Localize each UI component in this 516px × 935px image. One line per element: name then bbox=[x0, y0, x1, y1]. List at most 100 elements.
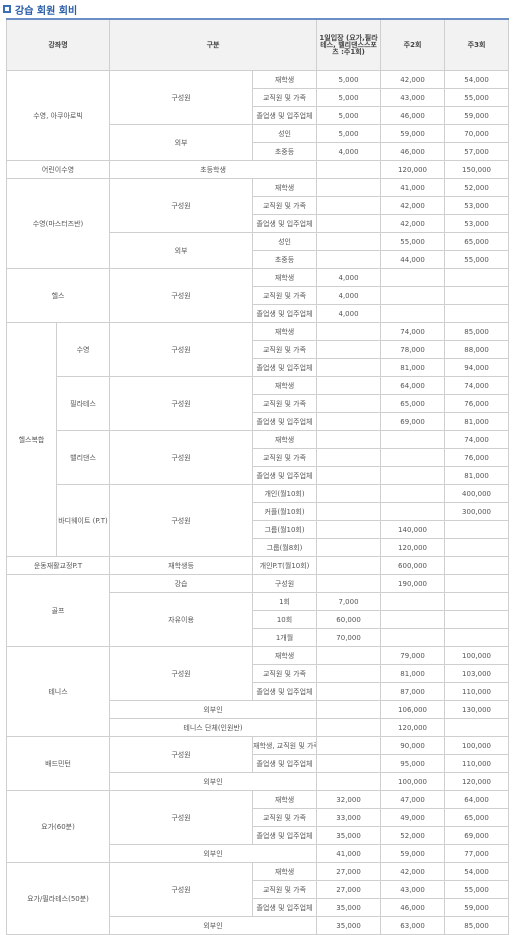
row-label: 교직원 및 가족 bbox=[252, 394, 318, 413]
daily-fee bbox=[316, 538, 382, 557]
row-label: 개인P.T(월10회) bbox=[252, 556, 318, 575]
row-label: 졸업생 및 입주업체 bbox=[252, 358, 318, 377]
daily-fee bbox=[316, 340, 382, 359]
fee-3x bbox=[444, 286, 510, 305]
daily-fee bbox=[316, 574, 382, 593]
row-label: 10회 bbox=[252, 610, 318, 629]
fee-3x: 76,000 bbox=[444, 394, 510, 413]
row-label: 교직원 및 가족 bbox=[252, 340, 318, 359]
table-row: 요가(60분) 구성원 재학생 32,000 47,000 64,000 bbox=[5, 790, 510, 863]
fee-3x: 74,000 bbox=[444, 376, 510, 395]
row-label: 재학생 bbox=[252, 268, 318, 287]
row-label: 성인 bbox=[252, 124, 318, 143]
fee-2x bbox=[380, 466, 446, 485]
fee-3x bbox=[444, 520, 510, 539]
fee-2x: 52,000 bbox=[380, 826, 446, 845]
header-category: 구분 bbox=[109, 18, 318, 71]
member-group: 구성원 bbox=[109, 736, 254, 773]
daily-fee bbox=[316, 232, 382, 251]
row-label: 재학생 bbox=[252, 178, 318, 197]
fee-3x: 76,000 bbox=[444, 448, 510, 467]
fee-3x: 59,000 bbox=[444, 898, 510, 917]
daily-fee bbox=[316, 484, 382, 503]
fee-2x: 42,000 bbox=[380, 196, 446, 215]
table-row: 테니스 구성원 재학생 79,000 100,000 bbox=[5, 646, 510, 737]
fee-3x: 55,000 bbox=[444, 880, 510, 899]
member-group: 구성원 bbox=[109, 70, 254, 125]
fee-2x: 49,000 bbox=[380, 808, 446, 827]
table-row: 졸업생 및 입주업체 95,000 110,000 bbox=[7, 754, 510, 773]
sub-course-name: 밸리댄스 bbox=[55, 430, 111, 485]
row-label: 그룹(월8회) bbox=[252, 538, 318, 557]
row-label: 커플(월10회) bbox=[252, 502, 318, 521]
fee-3x: 150,000 bbox=[444, 160, 510, 179]
daily-fee bbox=[316, 394, 382, 413]
fee-2x bbox=[380, 592, 446, 611]
sub-course-name: 수영 bbox=[55, 322, 111, 377]
row-label: 재학생 bbox=[252, 376, 318, 395]
row-label: 1개월 bbox=[252, 628, 318, 647]
fee-3x: 55,000 bbox=[444, 250, 510, 269]
daily-fee bbox=[316, 214, 382, 233]
fee-2x: 43,000 bbox=[380, 88, 446, 107]
daily-fee: 7,000 bbox=[316, 592, 382, 611]
row-label: 외부인 bbox=[109, 844, 318, 863]
course-name: 운동재활교정P.T bbox=[5, 556, 111, 575]
fee-2x: 46,000 bbox=[380, 106, 446, 125]
row-label: 교직원 및 가족 bbox=[252, 880, 318, 899]
external-group: 외부 bbox=[109, 124, 254, 161]
daily-fee bbox=[316, 160, 382, 179]
fee-2x: 120,000 bbox=[380, 160, 446, 179]
member-group: 구성원 bbox=[109, 484, 254, 557]
table-row: 교직원 및 가족 65,000 76,000 bbox=[7, 394, 510, 413]
daily-fee: 27,000 bbox=[316, 862, 382, 881]
daily-fee: 35,000 bbox=[316, 898, 382, 917]
fee-2x: 95,000 bbox=[380, 754, 446, 773]
fee-3x bbox=[444, 304, 510, 323]
row-label: 교직원 및 가족 bbox=[252, 196, 318, 215]
daily-fee bbox=[316, 736, 382, 755]
fee-3x: 65,000 bbox=[444, 808, 510, 827]
fee-3x: 300,000 bbox=[444, 502, 510, 521]
daily-fee: 4,000 bbox=[316, 142, 382, 161]
daily-fee: 4,000 bbox=[316, 304, 382, 323]
fee-2x bbox=[380, 268, 446, 287]
row-label: 개인(월10회) bbox=[252, 484, 318, 503]
fee-3x: 81,000 bbox=[444, 412, 510, 431]
daily-fee: 35,000 bbox=[316, 826, 382, 845]
fee-3x: 54,000 bbox=[444, 70, 510, 89]
course-name: 헬스복합 bbox=[6, 322, 57, 557]
table-row: 교직원 및 가족 76,000 bbox=[7, 448, 510, 467]
fee-3x bbox=[444, 628, 510, 647]
row-label: 교직원 및 가족 bbox=[252, 286, 318, 305]
table-row: 골프 강습 구성원 190,000 bbox=[5, 574, 510, 647]
fee-3x: 110,000 bbox=[444, 682, 510, 701]
row-label: 교직원 및 가족 bbox=[252, 88, 318, 107]
table-row: 외부인 41,000 59,000 77,000 bbox=[7, 844, 510, 863]
daily-fee bbox=[316, 250, 382, 269]
fee-2x: 44,000 bbox=[380, 250, 446, 269]
daily-fee bbox=[316, 178, 382, 197]
fee-2x: 42,000 bbox=[380, 862, 446, 881]
fee-3x: 94,000 bbox=[444, 358, 510, 377]
daily-fee: 5,000 bbox=[316, 88, 382, 107]
row-label: 외부인 bbox=[109, 700, 318, 719]
row-label: 외부인 bbox=[109, 916, 318, 935]
course-name: 요가/필라테스(50분) bbox=[5, 862, 111, 935]
row-label: 졸업생 및 입주업체 bbox=[252, 304, 318, 323]
fee-2x: 64,000 bbox=[380, 376, 446, 395]
row-label: 구성원 bbox=[252, 574, 318, 593]
fee-3x: 53,000 bbox=[444, 214, 510, 233]
row-label: 졸업생 및 입주업체 bbox=[252, 898, 318, 917]
daily-fee bbox=[316, 448, 382, 467]
daily-fee: 4,000 bbox=[316, 268, 382, 287]
daily-fee: 70,000 bbox=[316, 628, 382, 647]
table-row: 졸업생 및 입주업체 69,000 81,000 bbox=[7, 412, 510, 431]
fee-3x: 57,000 bbox=[444, 142, 510, 161]
daily-fee bbox=[316, 412, 382, 431]
daily-fee bbox=[316, 556, 382, 575]
header-course: 강좌명 bbox=[5, 18, 111, 71]
sub-course-name: 필라테스 bbox=[55, 376, 111, 431]
